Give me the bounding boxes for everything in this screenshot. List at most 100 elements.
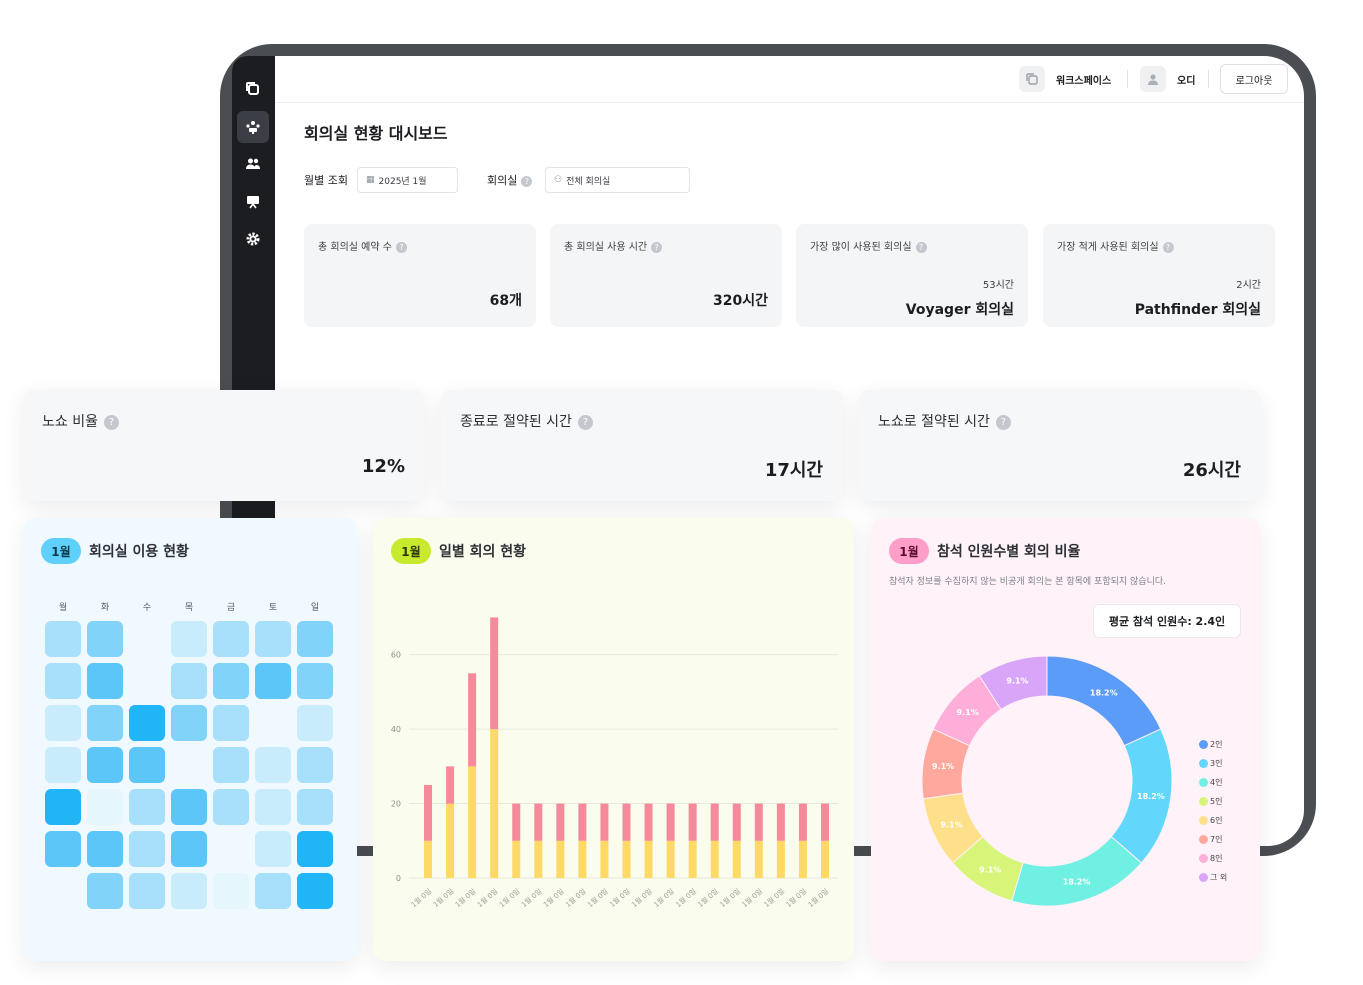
- bar-segment[interactable]: [600, 803, 609, 841]
- bar-segment[interactable]: [600, 840, 609, 878]
- bar-segment[interactable]: [490, 729, 499, 878]
- heatmap-cell[interactable]: [171, 621, 207, 657]
- bar-segment[interactable]: [468, 766, 477, 878]
- bar-segment[interactable]: [820, 803, 829, 841]
- bar-segment[interactable]: [490, 617, 499, 730]
- copy-icon[interactable]: [237, 73, 269, 105]
- heatmap-cell[interactable]: [87, 621, 123, 657]
- workspace-link[interactable]: 워크스페이스: [1056, 76, 1112, 87]
- bar-segment[interactable]: [446, 766, 455, 804]
- user-name[interactable]: 오디: [1177, 76, 1196, 87]
- bar-segment[interactable]: [622, 840, 631, 878]
- heatmap-cell[interactable]: [45, 705, 81, 741]
- heatmap-cell[interactable]: [297, 789, 333, 825]
- heatmap-cell[interactable]: [213, 873, 249, 909]
- help-icon[interactable]: ?: [995, 414, 1011, 430]
- bar-segment[interactable]: [556, 803, 565, 841]
- heatmap-cell[interactable]: [45, 621, 81, 657]
- heatmap-cell[interactable]: [129, 705, 165, 741]
- help-icon[interactable]: ?: [577, 414, 593, 430]
- bar-segment[interactable]: [578, 840, 587, 878]
- heatmap-cell[interactable]: [297, 663, 333, 699]
- heatmap-cell[interactable]: [171, 831, 207, 867]
- heatmap-cell[interactable]: [45, 663, 81, 699]
- bar-segment[interactable]: [622, 803, 631, 841]
- heatmap-cell[interactable]: [213, 747, 249, 783]
- bar-segment[interactable]: [666, 803, 675, 841]
- bar-segment[interactable]: [534, 803, 543, 841]
- donut-slice[interactable]: [1046, 655, 1162, 747]
- heatmap-cell[interactable]: [297, 705, 333, 741]
- heatmap-cell[interactable]: [255, 789, 291, 825]
- heatmap-cell[interactable]: [129, 831, 165, 867]
- bar-segment[interactable]: [578, 803, 587, 841]
- donut-slice[interactable]: [1011, 835, 1143, 907]
- heatmap-cell[interactable]: [297, 747, 333, 783]
- user-avatar-icon[interactable]: [1140, 66, 1166, 92]
- bar-segment[interactable]: [512, 803, 521, 841]
- bar-segment[interactable]: [512, 840, 521, 878]
- bar-segment[interactable]: [754, 840, 763, 878]
- bar-segment[interactable]: [820, 840, 829, 878]
- bar-segment[interactable]: [688, 840, 697, 878]
- heatmap-cell[interactable]: [255, 621, 291, 657]
- heatmap-cell[interactable]: [87, 831, 123, 867]
- heatmap-cell[interactable]: [129, 747, 165, 783]
- heatmap-cell[interactable]: [87, 663, 123, 699]
- bar-segment[interactable]: [754, 803, 763, 841]
- heatmap-cell[interactable]: [87, 705, 123, 741]
- heatmap-cell[interactable]: [297, 621, 333, 657]
- heatmap-cell[interactable]: [45, 831, 81, 867]
- heatmap-cell[interactable]: [171, 663, 207, 699]
- users-icon[interactable]: [237, 148, 269, 180]
- heatmap-cell[interactable]: [129, 873, 165, 909]
- heatmap-cell[interactable]: [297, 873, 333, 909]
- presentation-icon[interactable]: [237, 186, 269, 218]
- bar-segment[interactable]: [446, 803, 455, 878]
- help-icon[interactable]: ?: [1162, 241, 1174, 253]
- heatmap-cell[interactable]: [297, 831, 333, 867]
- bar-segment[interactable]: [776, 840, 785, 878]
- heatmap-cell[interactable]: [255, 747, 291, 783]
- bar-segment[interactable]: [732, 803, 741, 841]
- bar-segment[interactable]: [710, 803, 719, 841]
- bar-segment[interactable]: [534, 840, 543, 878]
- room-select[interactable]: ⚇ 전체 회의실: [545, 167, 690, 193]
- heatmap-cell[interactable]: [255, 663, 291, 699]
- heatmap-cell[interactable]: [213, 789, 249, 825]
- heatmap-cell[interactable]: [45, 789, 81, 825]
- heatmap-cell[interactable]: [213, 705, 249, 741]
- heatmap-cell[interactable]: [45, 747, 81, 783]
- bar-segment[interactable]: [710, 840, 719, 878]
- bar-segment[interactable]: [666, 840, 675, 878]
- help-icon[interactable]: ?: [103, 414, 119, 430]
- heatmap-cell[interactable]: [87, 873, 123, 909]
- bar-segment[interactable]: [798, 803, 807, 841]
- help-icon[interactable]: ?: [395, 241, 407, 253]
- heatmap-cell[interactable]: [171, 789, 207, 825]
- bar-segment[interactable]: [798, 840, 807, 878]
- bar-segment[interactable]: [644, 803, 653, 841]
- gear-icon[interactable]: [237, 223, 269, 255]
- bar-segment[interactable]: [468, 673, 477, 767]
- heatmap-cell[interactable]: [171, 705, 207, 741]
- donut-slice[interactable]: [978, 655, 1048, 711]
- heatmap-cell[interactable]: [213, 621, 249, 657]
- bar-segment[interactable]: [644, 840, 653, 878]
- heatmap-cell[interactable]: [213, 663, 249, 699]
- help-icon[interactable]: ?: [915, 241, 927, 253]
- month-select[interactable]: ▦ 2025년 1월: [357, 167, 458, 193]
- heatmap-cell[interactable]: [129, 789, 165, 825]
- logout-button[interactable]: 로그아웃: [1220, 64, 1288, 94]
- bar-segment[interactable]: [424, 840, 433, 878]
- heatmap-cell[interactable]: [171, 873, 207, 909]
- heatmap-cell[interactable]: [255, 831, 291, 867]
- bar-segment[interactable]: [776, 803, 785, 841]
- bar-segment[interactable]: [688, 803, 697, 841]
- heatmap-cell[interactable]: [87, 789, 123, 825]
- heatmap-cell[interactable]: [255, 873, 291, 909]
- bar-segment[interactable]: [556, 840, 565, 878]
- meeting-icon[interactable]: [237, 111, 269, 143]
- help-icon[interactable]: ?: [651, 241, 663, 253]
- heatmap-cell[interactable]: [87, 747, 123, 783]
